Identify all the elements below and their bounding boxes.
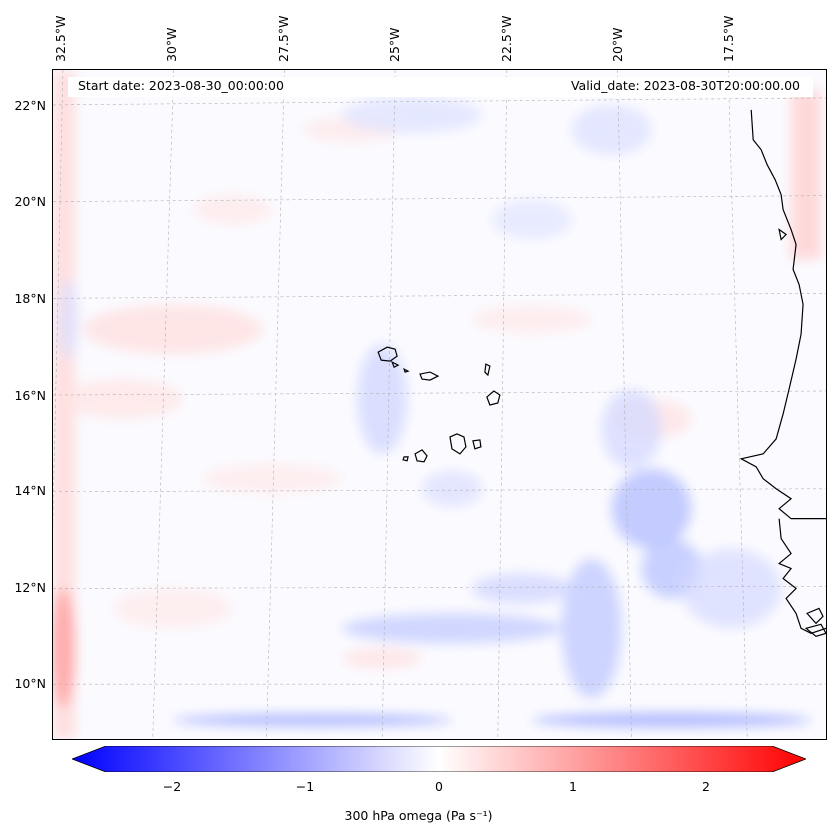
lat-label-16n: 16°N [14, 388, 46, 403]
lon-label-22-5w: 22.5°W [499, 15, 514, 62]
lon-label-32-5w: 32.5°W [53, 15, 68, 62]
lat-label-10n: 10°N [14, 676, 46, 691]
lat-label-12n: 12°N [14, 580, 46, 595]
colorbar-label: 300 hPa omega (Pa s⁻¹) [344, 808, 493, 823]
lat-label-18n: 18°N [14, 291, 46, 306]
lat-label-20n: 20°N [14, 194, 46, 209]
lon-label-17-5w: 17.5°W [721, 15, 736, 62]
coastline [377, 109, 826, 637]
valid-date-label: Valid_date: 2023-08-30T20:00:00.00 [570, 78, 800, 93]
lat-label-22n: 22°N [14, 98, 46, 113]
graticule [53, 70, 826, 739]
lat-label-14n: 14°N [14, 483, 46, 498]
lon-label-20w: 20°W [610, 27, 625, 62]
start-date-label: Start date: 2023-08-30_00:00:00 [78, 78, 284, 93]
lon-label-25w: 25°W [387, 27, 402, 62]
map-panel [52, 69, 827, 740]
omega-shading [53, 70, 822, 739]
omega-field-map [53, 70, 826, 739]
colorbar [72, 746, 806, 772]
date-info-bar [68, 77, 813, 97]
colorbar-tick-2: 2 [702, 779, 710, 794]
colorbar-tick-neg2: −2 [162, 779, 182, 794]
colorbar-tick-0: 0 [435, 779, 443, 794]
colorbar-tick-neg1: −1 [295, 779, 315, 794]
colorbar-tick-1: 1 [569, 779, 577, 794]
lon-label-27-5w: 27.5°W [276, 15, 291, 62]
lon-label-30w: 30°W [164, 27, 179, 62]
